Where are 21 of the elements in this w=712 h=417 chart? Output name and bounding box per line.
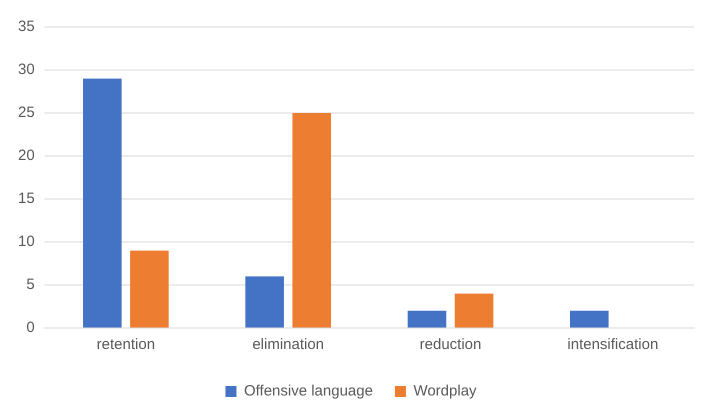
bar bbox=[130, 250, 169, 328]
bar bbox=[408, 310, 446, 328]
y-tick-label: 20 bbox=[18, 147, 35, 164]
legend-label: Offensive language bbox=[244, 382, 373, 400]
bar bbox=[292, 113, 332, 328]
x-tick-label: retention bbox=[96, 336, 156, 354]
y-tick-label: 25 bbox=[18, 104, 35, 122]
x-tick-label: reduction bbox=[420, 336, 482, 354]
bar bbox=[570, 310, 609, 328]
legend-label: Wordplay bbox=[413, 382, 478, 400]
x-tick-label: elimination bbox=[252, 336, 324, 354]
bar bbox=[245, 276, 284, 328]
bar bbox=[454, 294, 494, 328]
y-tick-label: 35 bbox=[18, 18, 35, 36]
x-tick-label: intensification bbox=[567, 336, 658, 354]
y-tick-label: 0 bbox=[26, 319, 35, 336]
y-tick-label: 30 bbox=[18, 61, 35, 78]
bar bbox=[83, 78, 122, 328]
y-tick-label: 5 bbox=[26, 276, 35, 294]
y-tick-label: 10 bbox=[18, 233, 35, 250]
y-tick-label: 15 bbox=[18, 190, 35, 208]
